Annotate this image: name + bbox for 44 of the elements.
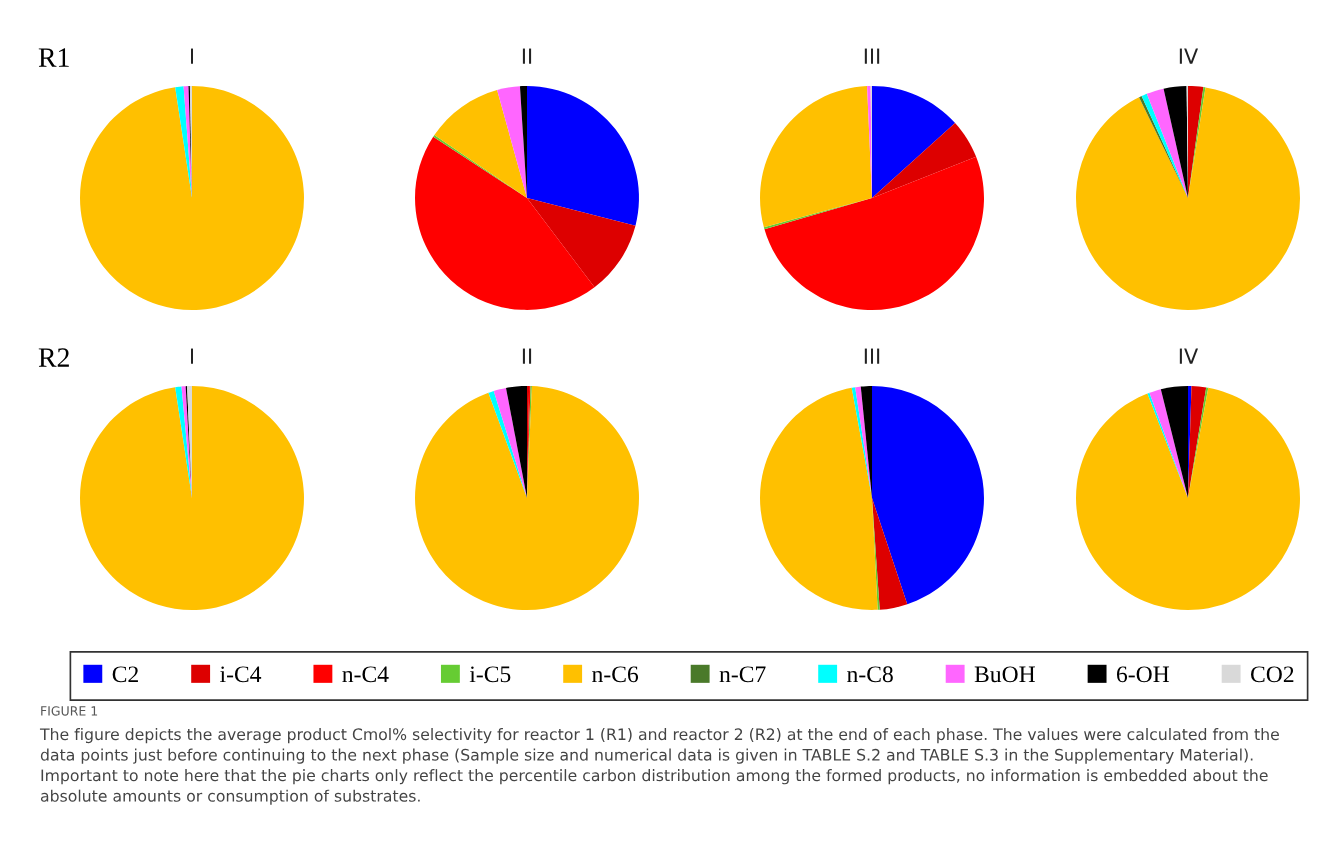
- chart-title: III: [864, 48, 880, 64]
- pie-slice: [506, 386, 527, 498]
- chart-title: I: [190, 348, 194, 364]
- pie-slice: [415, 386, 639, 610]
- pie-slice: [434, 90, 527, 198]
- chart-title: IV: [1179, 348, 1199, 364]
- legend-label: 6-OH: [1116, 666, 1170, 683]
- text: The figure depicts the average product Cmol% selectivity for reactor 1 (R1) and reactor 2 (R2) at the end of each phase. The values were calculated from the data points just before continuing to the next phase (Sample size and numerical data is given in TABLE S.2 and TABLE S.3 in the Supplementary Material). Important to note here that the pie charts only reflect the percentile carbon distribution among the formed products, no information is embedded about the absolute amounts or consumption of substrates.: [39, 728, 1279, 805]
- legend-label: n-C4: [342, 666, 389, 683]
- chart-title: IV: [1179, 48, 1199, 64]
- chart-subtitle: R1: [38, 48, 69, 67]
- chart-title: I: [190, 48, 194, 64]
- chart-title: III: [864, 348, 880, 364]
- legend-label: BuOH: [974, 666, 1035, 683]
- pie-slice: [872, 386, 984, 605]
- pie-slice: [760, 86, 872, 228]
- pie-slice: [80, 86, 304, 310]
- pie-slice: [764, 156, 984, 310]
- pie-slice: [760, 387, 878, 610]
- chart-title: II: [522, 48, 532, 64]
- chart-title: II: [522, 348, 532, 364]
- pie-slice: [415, 136, 595, 310]
- pie-slice: [527, 86, 639, 226]
- legend-label: n-C8: [847, 666, 893, 683]
- pie-slice: [1160, 386, 1188, 498]
- legend-label: C2: [112, 666, 138, 683]
- pie-slice: [497, 86, 527, 198]
- pie-slice: [527, 198, 636, 288]
- legend-label: n-C7: [719, 666, 766, 683]
- legend-label: n-C6: [592, 666, 639, 683]
- legend-label: i-C5: [469, 666, 511, 683]
- caption: FIGURE 1: [41, 706, 98, 716]
- chart-subtitle: R2: [38, 348, 69, 367]
- pie-slice: [872, 122, 977, 198]
- pie-slice: [1076, 87, 1300, 310]
- pie-slice: [1163, 86, 1188, 198]
- pie-slice: [1076, 387, 1300, 610]
- pie-slice: [80, 386, 304, 610]
- pie-slice: [872, 86, 956, 198]
- legend-label: i-C4: [220, 666, 262, 683]
- pie-slice: [175, 386, 192, 498]
- pie-slice: [175, 86, 192, 198]
- legend-label: CO2: [1251, 666, 1294, 683]
- pie-slice: [872, 498, 908, 610]
